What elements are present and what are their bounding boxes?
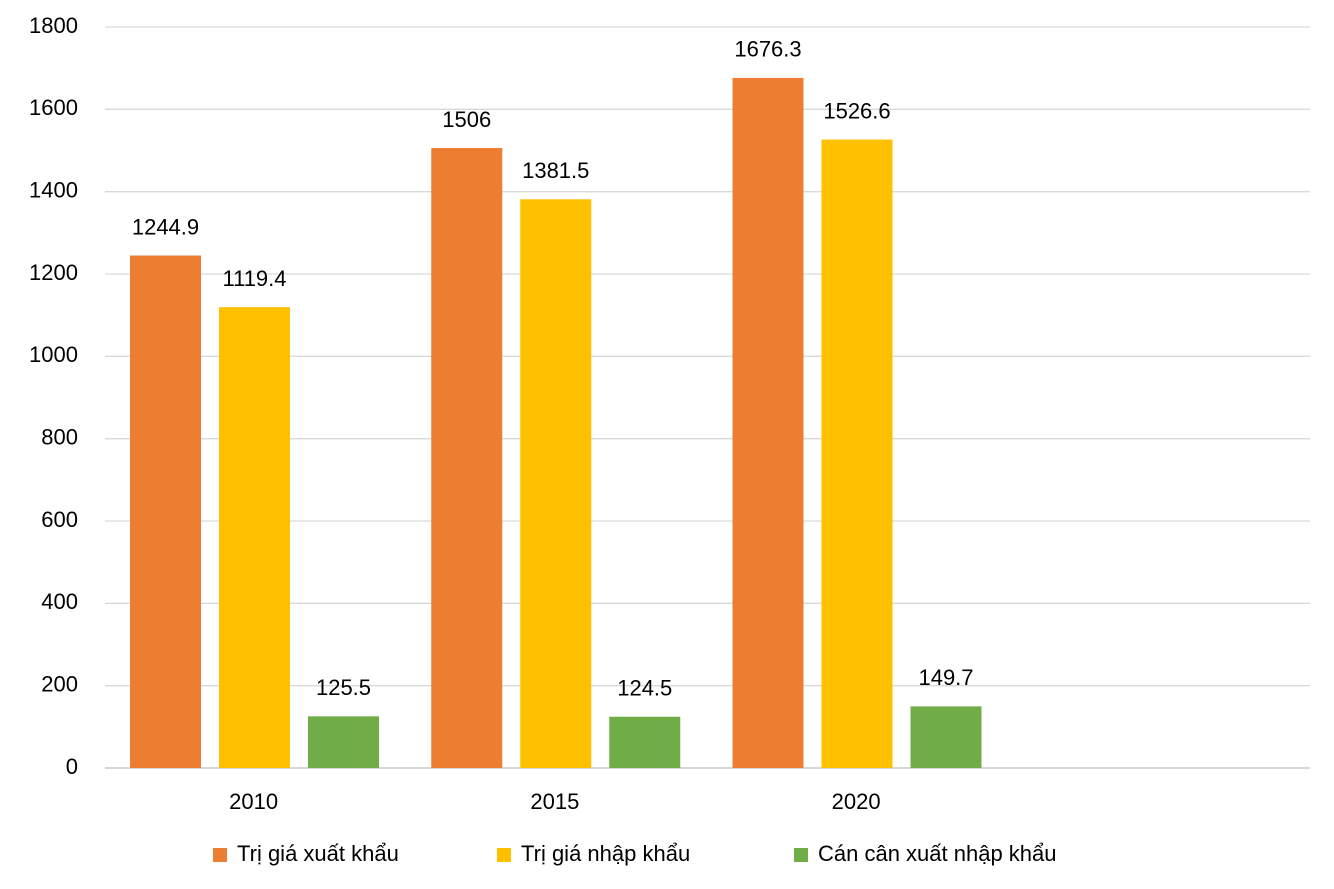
data-label: 124.5 (617, 676, 672, 701)
legend-swatch (213, 848, 227, 862)
y-tick-label: 1600 (29, 95, 78, 120)
data-label: 125.5 (316, 675, 371, 700)
bar (219, 307, 290, 768)
legend-swatch (497, 848, 511, 862)
bar (821, 139, 893, 768)
data-label: 149.7 (918, 665, 973, 690)
data-label: 1526.6 (823, 98, 890, 123)
y-tick-label: 400 (41, 589, 78, 614)
bar (308, 716, 379, 768)
x-tick-label: 2010 (229, 789, 278, 814)
y-tick-label: 1800 (29, 13, 78, 38)
legend-swatch (794, 848, 808, 862)
bar (520, 199, 592, 769)
bar (609, 716, 681, 768)
data-label: 1119.4 (222, 266, 286, 291)
y-tick-label: 1200 (29, 260, 78, 285)
x-tick-label: 2020 (832, 789, 881, 814)
y-tick-label: 800 (41, 424, 78, 449)
bar (130, 255, 201, 768)
y-tick-label: 200 (41, 671, 78, 696)
data-label: 1381.5 (522, 158, 589, 183)
legend-label: Cán cân xuất nhập khẩu (818, 841, 1057, 866)
legend-label: Trị giá xuất khẩu (237, 841, 399, 866)
data-label: 1506 (442, 107, 491, 132)
bar (732, 77, 804, 769)
y-tick-label: 1000 (29, 342, 78, 367)
x-tick-label: 2015 (530, 789, 579, 814)
y-tick-label: 0 (66, 754, 78, 779)
data-label: 1244.9 (132, 214, 199, 239)
data-label: 1676.3 (734, 37, 801, 62)
y-tick-label: 1400 (29, 177, 78, 202)
legend-label: Trị giá nhập khẩu (521, 841, 690, 866)
bar (910, 706, 982, 768)
bar (431, 148, 503, 768)
y-tick-label: 600 (41, 507, 78, 532)
